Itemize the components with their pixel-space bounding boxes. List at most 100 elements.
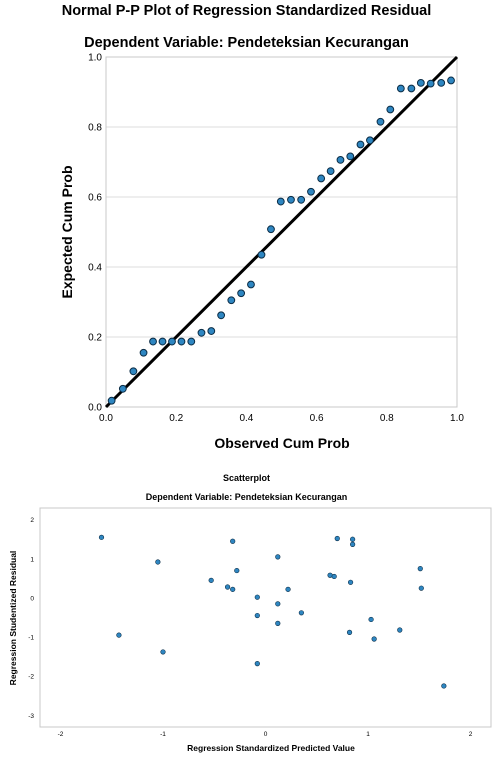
pp-data-point — [149, 337, 157, 346]
pp-data-point — [237, 289, 246, 298]
pp-data-point — [396, 84, 405, 93]
pp-plot-frame — [105, 56, 458, 408]
scatter-data-point — [418, 585, 424, 591]
pp-y-tick-label: 0.8 — [88, 123, 102, 134]
pp-x-tick-label: 0.4 — [239, 413, 253, 424]
scatter-points — [98, 534, 447, 689]
scatter-y-tick-label: -1 — [28, 635, 34, 642]
scatter-y-axis-label: Regression Studentized Residual — [8, 551, 18, 686]
scatter-x-tick-labels: -2 -1 0 1 2 — [58, 731, 473, 738]
scatter-data-point — [334, 535, 340, 542]
scatter-data-point — [208, 577, 214, 583]
pp-y-tick-label: 0.2 — [88, 333, 102, 344]
pp-plot-title: Normal P-P Plot of Regression Standardiz… — [61, 3, 432, 19]
pp-data-point — [447, 76, 455, 85]
pp-data-point — [416, 79, 425, 87]
pp-data-point — [247, 280, 255, 289]
scatter-y-tick-label: -3 — [28, 713, 34, 720]
scatter-data-point — [350, 536, 356, 542]
pp-data-point — [227, 296, 236, 305]
pp-y-tick-label: 0.6 — [88, 193, 102, 204]
pp-data-point — [139, 348, 148, 357]
scatter-data-point — [298, 610, 304, 616]
pp-data-point — [317, 174, 326, 183]
pp-plot-reference-line — [104, 55, 459, 409]
scatter-x-tick-label: 0 — [264, 731, 268, 738]
scatter-title: Scatterplot — [222, 473, 270, 483]
pp-data-point — [276, 197, 285, 206]
scatter-data-point — [331, 573, 337, 580]
pp-plot-y-axis-label: Expected Cum Prob — [59, 165, 75, 298]
pp-data-point — [217, 311, 226, 320]
scatter-x-axis-label: Regression Standardized Predicted Value — [187, 743, 355, 753]
pp-data-point — [336, 156, 345, 164]
pp-plot-subtitle: Dependent Variable: Pendeteksian Kecuran… — [84, 35, 409, 51]
pp-plot-x-axis-label: Observed Cum Prob — [214, 435, 349, 451]
pp-y-tick-label: 1.0 — [88, 53, 102, 64]
pp-x-tick-label: 1.0 — [450, 413, 464, 424]
pp-y-tick-label: 0.0 — [88, 403, 102, 414]
scatter-data-point — [275, 554, 281, 560]
pp-data-point — [177, 337, 186, 346]
pp-plot-y-tick-labels: 0.0 0.2 0.4 0.6 0.8 1.0 — [88, 53, 102, 414]
scatter-data-point — [275, 620, 281, 626]
pp-data-point — [376, 117, 385, 126]
pp-plot: 0.0 0.2 0.4 0.6 0.8 1.0 0.0 0.2 0.4 0.6 0.8 1.0 Ob… — [59, 53, 464, 452]
scatter-data-point — [285, 586, 291, 592]
pp-data-point — [197, 328, 206, 337]
pp-plot-x-tick-labels: 0.0 0.2 0.4 0.6 0.8 1.0 — [99, 413, 464, 424]
pp-data-point — [366, 136, 374, 145]
pp-data-point — [297, 195, 306, 204]
pp-data-point — [326, 167, 335, 176]
scatter-data-point — [254, 612, 260, 619]
pp-data-point — [158, 337, 167, 346]
scatter-frame — [39, 507, 492, 728]
scatter-data-point — [397, 627, 403, 633]
pp-data-point — [386, 105, 395, 114]
pp-plot-points — [107, 76, 455, 405]
scatter-data-point — [441, 683, 447, 689]
scatter-data-point — [417, 566, 423, 572]
scatter-x-tick-label: 1 — [366, 731, 370, 738]
pp-data-point — [287, 195, 295, 204]
scatter-data-point — [371, 636, 377, 642]
scatter-data-point — [160, 649, 166, 655]
pp-data-point — [207, 327, 216, 335]
scatter-data-point — [224, 584, 231, 590]
pp-x-tick-label: 0.8 — [380, 413, 394, 424]
residual-scatterplot: 2 1 0 -1 -2 -3 -2 -1 0 1 2 Regression Standardize… — [8, 507, 492, 753]
scatter-data-point — [254, 661, 260, 667]
pp-data-point — [407, 84, 416, 93]
pp-x-tick-label: 0.0 — [99, 413, 113, 424]
scatter-y-tick-label: 0 — [30, 595, 34, 602]
scatter-x-tick-label: -2 — [58, 731, 64, 738]
pp-data-point — [107, 396, 116, 405]
pp-data-point — [168, 337, 176, 346]
pp-data-point — [257, 250, 266, 259]
pp-data-point — [437, 79, 446, 87]
pp-data-point — [426, 79, 435, 88]
scatter-data-point — [230, 538, 236, 544]
pp-data-point — [267, 225, 275, 234]
pp-data-point — [307, 187, 315, 196]
pp-x-tick-label: 0.6 — [310, 413, 324, 424]
scatter-x-tick-label: 2 — [469, 731, 473, 738]
scatter-data-point — [346, 629, 353, 635]
pp-data-point — [129, 367, 138, 376]
scatter-subtitle: Dependent Variable: Pendeteksian Kecuran… — [145, 492, 348, 502]
scatter-y-tick-label: 1 — [30, 556, 34, 563]
pp-data-point — [187, 337, 196, 346]
scatter-data-point — [98, 534, 105, 540]
pp-x-tick-label: 0.2 — [169, 413, 183, 424]
pp-data-point — [118, 384, 127, 393]
scatter-y-tick-label: 2 — [30, 517, 34, 524]
pp-data-point — [346, 152, 355, 161]
scatter-x-tick-label: -1 — [160, 731, 166, 738]
scatter-data-point — [275, 601, 281, 607]
scatter-y-tick-label: -2 — [28, 674, 34, 681]
scatter-data-point — [155, 559, 161, 565]
pp-data-point — [356, 140, 365, 149]
scatter-data-point — [254, 594, 260, 600]
scatter-y-tick-labels: 2 1 0 -1 -2 -3 — [28, 517, 34, 720]
